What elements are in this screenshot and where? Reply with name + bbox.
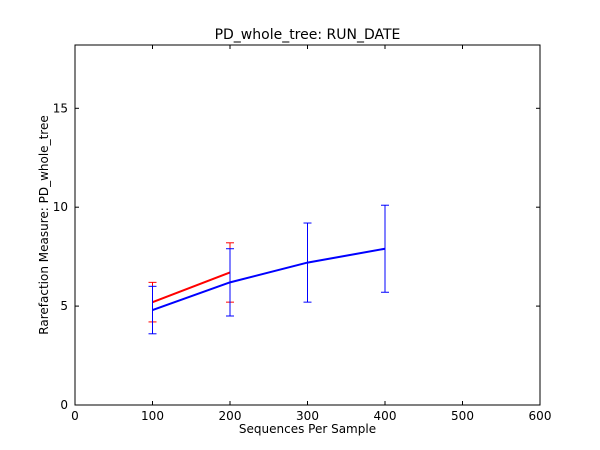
x-tick-label: 300 (296, 409, 319, 423)
x-tick-label: 200 (219, 409, 242, 423)
x-tick-label: 600 (529, 409, 552, 423)
y-tick-label: 5 (60, 299, 68, 313)
chart-title: PD_whole_tree: RUN_DATE (215, 27, 401, 43)
series-line (152, 271, 231, 304)
series-1 (148, 204, 389, 335)
series-line (152, 247, 386, 311)
series-layer (148, 204, 389, 335)
x-tick-label: 500 (451, 409, 474, 423)
x-axis-label: Sequences Per Sample (239, 422, 376, 436)
y-axis-label: Rarefaction Measure: PD_whole_tree (37, 115, 51, 334)
plot-frame (74, 44, 541, 406)
y-tick-label: 15 (53, 101, 68, 115)
x-tick-label: 400 (374, 409, 397, 423)
axis-ticks: 0 100 200 300 400 500 600 0 5 10 15 (53, 45, 552, 423)
x-tick-label: 0 (71, 409, 79, 423)
y-tick-label: 10 (53, 200, 68, 214)
y-tick-label: 0 (60, 398, 68, 412)
x-tick-label: 100 (141, 409, 164, 423)
